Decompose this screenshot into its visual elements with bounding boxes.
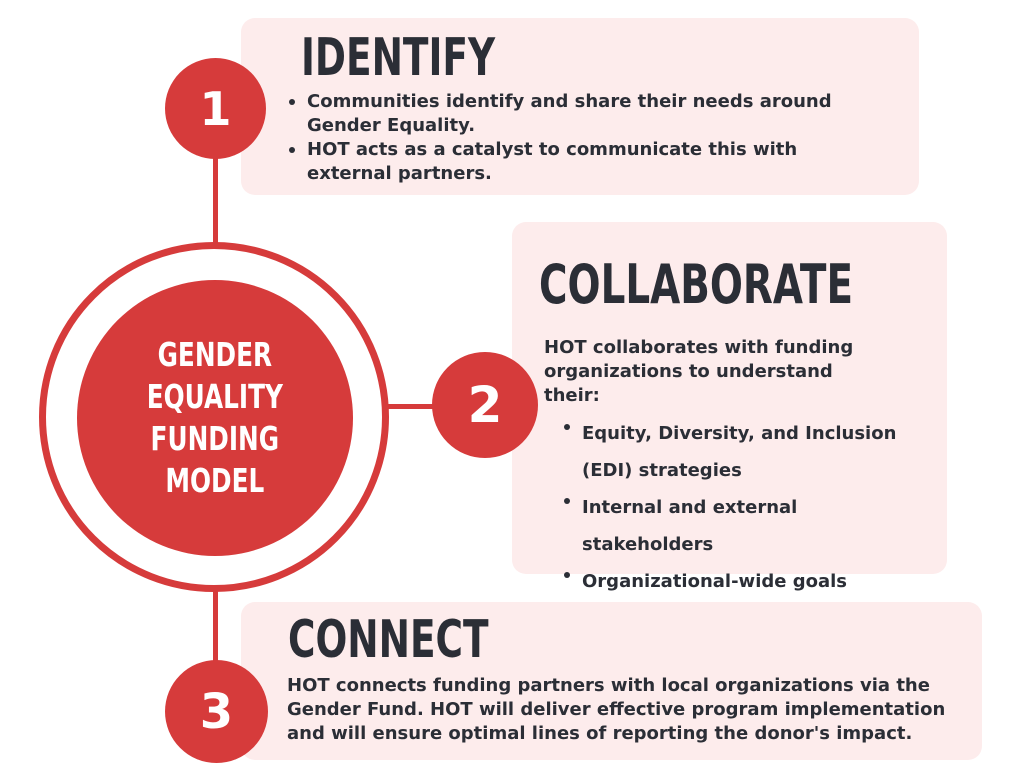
connector-line-middle [388,404,448,409]
step-3-title: CONNECT [288,610,489,670]
step-2-card: COLLABORATE HOT collaborates with fundin… [512,222,947,592]
step-3-number-badge: 3 [165,660,268,763]
list-item: Equity, Diversity, and Inclusion (EDI) s… [562,415,912,489]
center-circle: GENDER EQUALITY FUNDING MODEL [77,280,353,556]
center-label-line: FUNDING [150,419,280,458]
step-1-card: IDENTIFY Communities identify and share … [241,18,919,195]
center-label-line: GENDER [157,335,273,374]
connector-line-bottom [213,590,218,670]
step-1-bullets: Communities identify and share their nee… [287,90,887,186]
center-label-line: MODEL [165,461,265,500]
step-1-number-badge: 1 [165,58,266,159]
step-2-number-badge: 2 [432,352,538,458]
center-label: GENDER EQUALITY FUNDING MODEL [147,334,283,502]
list-item: Organizational-wide goals [562,563,932,600]
list-item: HOT acts as a catalyst to communicate th… [287,138,887,186]
step-3-card: CONNECT HOT connects funding partners wi… [241,602,982,760]
step-2-bullets: Equity, Diversity, and Inclusion (EDI) s… [562,415,932,600]
connector-line-top [213,150,218,245]
list-item: Internal and external stakeholders [562,489,932,563]
step-3-paragraph: HOT connects funding partners with local… [287,675,946,744]
center-label-line: EQUALITY [146,377,284,416]
list-item: Communities identify and share their nee… [287,90,887,138]
step-2-intro: HOT collaborates with funding organizati… [544,337,854,406]
step-1-title: IDENTIFY [301,28,496,88]
step-2-title: COLLABORATE [539,253,854,316]
